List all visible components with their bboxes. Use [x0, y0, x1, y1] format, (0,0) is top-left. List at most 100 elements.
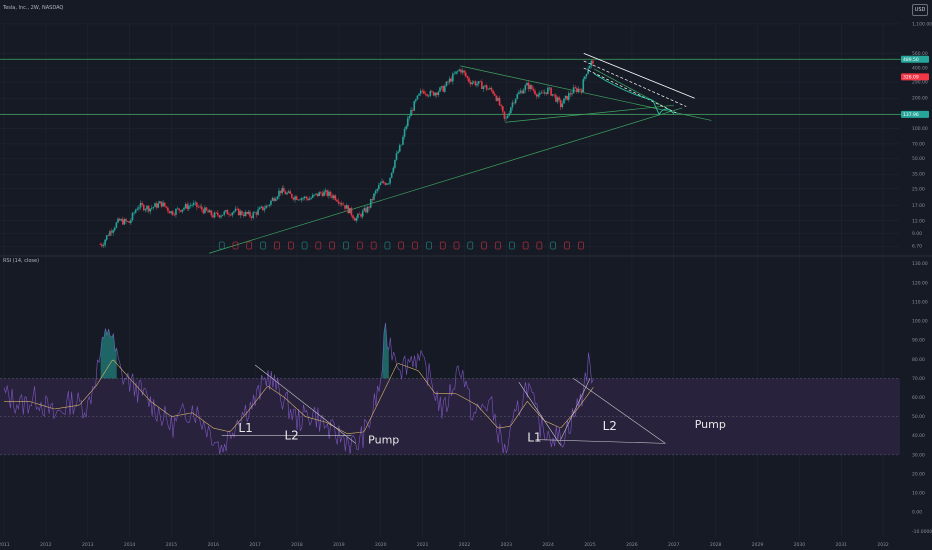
candle-body[interactable] — [226, 210, 229, 215]
candle-body[interactable] — [379, 183, 382, 186]
candle-body[interactable] — [210, 210, 213, 216]
candle-body[interactable] — [468, 78, 470, 83]
candle-body[interactable] — [179, 210, 182, 212]
candle-body[interactable] — [204, 207, 206, 214]
candle-body[interactable] — [539, 93, 541, 95]
earnings-marker[interactable] — [522, 241, 529, 250]
candle-body[interactable] — [477, 81, 480, 84]
candle-body[interactable] — [303, 196, 306, 198]
candle-body[interactable] — [329, 191, 332, 196]
candle-body[interactable] — [440, 86, 443, 88]
candle-body[interactable] — [287, 191, 290, 193]
candle-body[interactable] — [493, 93, 496, 96]
candle-body[interactable] — [572, 87, 575, 94]
rsi-downtrend-1[interactable] — [254, 364, 356, 444]
candle-body[interactable] — [168, 211, 171, 214]
candle-body[interactable] — [286, 192, 288, 195]
candle-body[interactable] — [427, 95, 430, 97]
candle-body[interactable] — [178, 208, 180, 211]
rsi-uptrend[interactable] — [560, 378, 591, 440]
earnings-marker[interactable] — [495, 241, 501, 250]
candle-body[interactable] — [485, 85, 488, 90]
candle-body[interactable] — [340, 203, 343, 205]
candle-body[interactable] — [439, 87, 441, 92]
earnings-marker[interactable] — [412, 241, 418, 250]
candle-body[interactable] — [381, 181, 383, 184]
candle-body[interactable] — [212, 215, 214, 218]
candle-body[interactable] — [522, 90, 525, 94]
candle-body[interactable] — [160, 201, 163, 207]
earnings-marker[interactable] — [398, 241, 405, 250]
candle-body[interactable] — [123, 219, 126, 225]
candle-body[interactable] — [162, 202, 164, 207]
candle-body[interactable] — [384, 183, 387, 185]
candle-body[interactable] — [410, 110, 412, 117]
candle-body[interactable] — [186, 204, 189, 209]
candle-body[interactable] — [109, 231, 111, 236]
candle-body[interactable] — [241, 211, 243, 215]
rsi-downtrend-2[interactable] — [518, 382, 561, 446]
candle-body[interactable] — [155, 203, 158, 208]
candle-body[interactable] — [516, 94, 519, 99]
candle-body[interactable] — [131, 212, 134, 221]
candle-body[interactable] — [104, 239, 106, 246]
earnings-marker[interactable] — [509, 241, 515, 250]
channel-mid[interactable] — [583, 60, 687, 107]
candle-body[interactable] — [587, 68, 589, 74]
candle-body[interactable] — [249, 211, 251, 217]
candle-body[interactable] — [397, 151, 399, 154]
candle-body[interactable] — [289, 191, 292, 194]
candle-body[interactable] — [221, 214, 224, 216]
candle-body[interactable] — [262, 206, 264, 211]
candle-body[interactable] — [490, 88, 493, 91]
candle-body[interactable] — [242, 214, 245, 217]
candle-body[interactable] — [408, 116, 411, 119]
candle-body[interactable] — [355, 217, 358, 221]
candle-body[interactable] — [456, 71, 459, 72]
candle-body[interactable] — [390, 172, 393, 178]
candle-body[interactable] — [413, 101, 416, 111]
candle-body[interactable] — [395, 153, 398, 160]
price-pane[interactable] — [0, 52, 905, 254]
candle-body[interactable] — [154, 203, 156, 207]
candle-body[interactable] — [567, 93, 570, 100]
candle-body[interactable] — [244, 212, 246, 217]
candle-body[interactable] — [360, 214, 362, 217]
rsi-pane[interactable]: L1 L2 Pump L1 L2 Pump — [0, 322, 900, 456]
candle-body[interactable] — [471, 82, 473, 85]
candle-body[interactable] — [250, 216, 253, 218]
candle-body[interactable] — [229, 214, 232, 216]
candle-body[interactable] — [448, 78, 451, 83]
candle-body[interactable] — [194, 202, 197, 204]
candle-body[interactable] — [307, 198, 309, 201]
candle-body[interactable] — [510, 107, 512, 114]
candle-body[interactable] — [225, 210, 227, 212]
candle-body[interactable] — [107, 235, 110, 236]
candle-body[interactable] — [320, 192, 322, 194]
candle-body[interactable] — [563, 98, 565, 104]
earnings-marker[interactable] — [343, 241, 349, 250]
candle-body[interactable] — [590, 60, 593, 66]
candle-body[interactable] — [189, 205, 192, 206]
candle-body[interactable] — [431, 91, 433, 92]
candle-body[interactable] — [555, 95, 557, 102]
candle-body[interactable] — [361, 210, 364, 217]
candle-body[interactable] — [197, 206, 200, 208]
candle-body[interactable] — [450, 78, 453, 82]
earnings-marker[interactable] — [564, 241, 570, 250]
candle-body[interactable] — [207, 210, 209, 213]
candle-body[interactable] — [571, 93, 573, 95]
candle-body[interactable] — [503, 111, 506, 119]
candle-body[interactable] — [429, 91, 432, 96]
candle-body[interactable] — [540, 92, 543, 94]
candle-body[interactable] — [481, 81, 483, 89]
candle-body[interactable] — [344, 205, 346, 209]
candle-body[interactable] — [294, 196, 296, 200]
candle-body[interactable] — [125, 219, 127, 222]
candle-body[interactable] — [416, 95, 419, 100]
candle-body[interactable] — [252, 212, 255, 218]
candle-body[interactable] — [176, 208, 179, 210]
candle-body[interactable] — [237, 208, 240, 216]
candle-body[interactable] — [110, 231, 113, 233]
